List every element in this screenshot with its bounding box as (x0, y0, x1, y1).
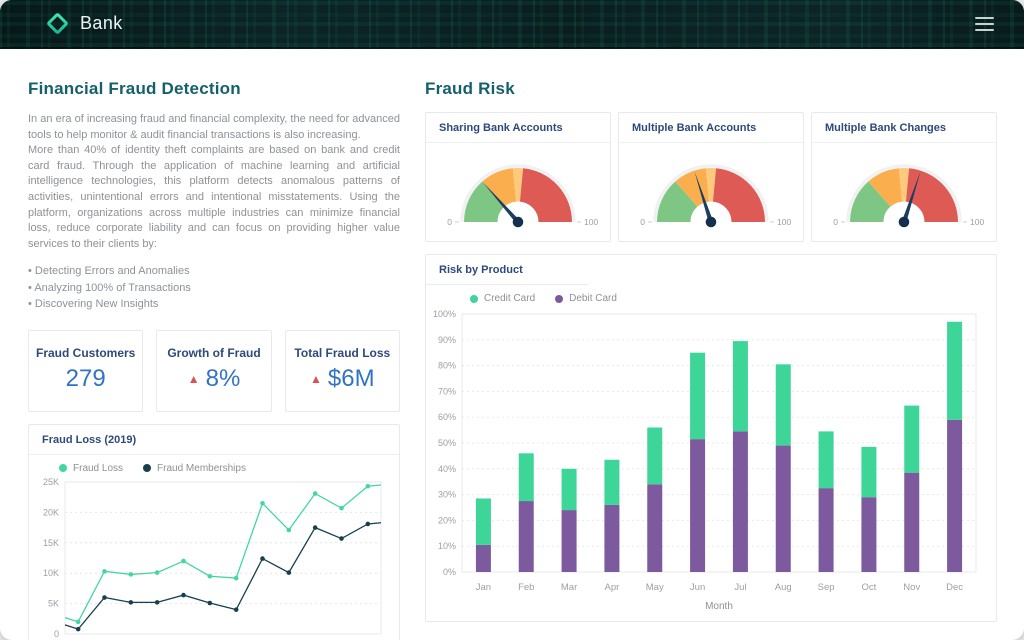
stat-cards-row: Fraud Customers 279 Growth of Fraud ▲ 8%… (28, 329, 400, 412)
svg-text:25K: 25K (43, 477, 59, 487)
legend-item-fraud-memberships[interactable]: Fraud Memberships (143, 463, 246, 474)
svg-text:Sep: Sep (818, 582, 835, 593)
svg-text:Feb: Feb (518, 582, 534, 593)
svg-text:Jul: Jul (734, 582, 746, 593)
svg-text:40%: 40% (438, 464, 456, 474)
gauge-card-multiple-bank-changes: Multiple Bank Changes 0 100 (811, 112, 997, 242)
svg-text:100: 100 (970, 217, 984, 227)
svg-text:60%: 60% (438, 412, 456, 422)
svg-text:0: 0 (447, 217, 452, 227)
svg-text:Dec: Dec (946, 582, 963, 593)
page-title: Financial Fraud Detection (28, 79, 241, 98)
svg-text:20%: 20% (438, 515, 456, 525)
main-content: Financial Fraud Detection In an era of i… (0, 49, 1024, 640)
svg-text:Mar: Mar (561, 582, 577, 593)
risk-by-product-bar-chart: 0% 10% 20% 30% 40% 50% 60% 70% 80% 90% 100% Jan Feb M… (433, 309, 977, 612)
bullet-item: Analyzing 100% of Transactions (28, 280, 400, 297)
svg-text:10%: 10% (438, 541, 456, 551)
legend-item-fraud-loss[interactable]: Fraud Loss (59, 463, 123, 474)
brand-name: Bank (80, 13, 123, 33)
line-chart-legend: Fraud Loss Fraud Memberships (29, 455, 399, 474)
legend-item-debit-card[interactable]: Debit Card (555, 293, 617, 304)
intro-paragraph-2: More than 40% of identity theft complain… (28, 144, 400, 250)
fraud-risk-title: Fraud Risk (425, 79, 515, 98)
svg-text:Nov: Nov (903, 582, 920, 593)
svg-text:May: May (646, 582, 664, 593)
legend-dot (59, 464, 67, 473)
stat-value: ▲ 8% (187, 364, 241, 392)
card-title: Multiple Bank Accounts (619, 113, 803, 143)
hamburger-menu-icon[interactable] (973, 9, 996, 39)
svg-text:10K: 10K (43, 568, 59, 578)
svg-text:20K: 20K (43, 507, 59, 517)
svg-text:100%: 100% (433, 309, 456, 319)
legend-dot (470, 294, 478, 303)
gauge-cards-row: Sharing Bank Accounts 0 100 Multiple Bank… (425, 112, 997, 242)
svg-text:Oct: Oct (862, 582, 877, 593)
svg-text:0: 0 (54, 629, 59, 639)
bullet-list: Detecting Errors and Anomalies Analyzing… (28, 263, 400, 313)
fraud-loss-chart-card: Fraud Loss (2019) Fraud Loss Fraud Membe… (28, 423, 400, 640)
card-title: Sharing Bank Accounts (426, 113, 610, 143)
card-title: Multiple Bank Changes (812, 113, 996, 143)
bar-chart-legend: Credit Card Debit Card (426, 285, 996, 304)
brand[interactable]: Bank (46, 12, 123, 35)
card-title: Risk by Product (439, 264, 523, 276)
svg-text:70%: 70% (438, 386, 456, 396)
intro-text: In an era of increasing fraud and financ… (28, 112, 400, 252)
gauge-chart-1: 0 100 (640, 164, 791, 228)
legend-dot (555, 294, 564, 303)
svg-text:30%: 30% (438, 490, 456, 500)
svg-text:5K: 5K (48, 599, 59, 609)
stat-card-growth-of-fraud: Growth of Fraud ▲ 8% (156, 329, 272, 412)
stat-value: ▲ $6M (310, 364, 375, 392)
bullet-item: Discovering New Insights (28, 296, 400, 313)
stat-label: Total Fraud Loss (294, 345, 391, 360)
gauge-chart-0: 0 100 (447, 164, 598, 228)
left-panel: Financial Fraud Detection In an era of i… (28, 79, 400, 640)
svg-text:Aug: Aug (775, 582, 792, 593)
stat-label: Growth of Fraud (167, 345, 261, 360)
legend-dot (143, 464, 152, 473)
fraud-loss-line-chart: 05K10K15K20K25KJanFebMarAprMayJunJulAugS… (43, 477, 382, 639)
svg-text:90%: 90% (438, 335, 456, 345)
diamond-logo-icon (46, 12, 69, 35)
bullet-item: Detecting Errors and Anomalies (28, 263, 400, 280)
svg-text:0: 0 (640, 217, 645, 227)
up-triangle-icon: ▲ (187, 371, 200, 386)
stat-card-fraud-customers: Fraud Customers 279 (28, 329, 144, 412)
svg-text:80%: 80% (438, 361, 456, 371)
svg-text:Apr: Apr (605, 582, 620, 593)
svg-text:100: 100 (777, 217, 791, 227)
stat-label: Fraud Customers (35, 345, 136, 360)
intro-paragraph-1: In an era of increasing fraud and financ… (28, 113, 400, 141)
title-underline (426, 284, 589, 285)
gauge-chart-2: 0 100 (833, 164, 984, 228)
svg-text:Month: Month (705, 601, 733, 612)
svg-text:0: 0 (833, 217, 838, 227)
svg-text:Jun: Jun (690, 582, 705, 593)
svg-text:Jan: Jan (476, 582, 491, 593)
card-title: Fraud Loss (2019) (29, 425, 399, 455)
svg-text:100: 100 (584, 217, 598, 227)
svg-text:0%: 0% (443, 567, 456, 577)
right-panel: Fraud Risk Sharing Bank Accounts 0 100 Mu… (425, 79, 997, 640)
top-navbar: Bank (0, 0, 1024, 49)
up-triangle-icon: ▲ (310, 371, 322, 386)
risk-by-product-card: Risk by Product Credit Card Debit Card 0… (425, 254, 997, 622)
stat-card-total-fraud-loss: Total Fraud Loss ▲ $6M (284, 329, 400, 412)
gauge-card-multiple-bank-accounts: Multiple Bank Accounts 0 100 (618, 112, 804, 242)
svg-text:15K: 15K (43, 538, 59, 548)
svg-text:50%: 50% (438, 438, 456, 448)
stat-value: 279 (65, 364, 106, 392)
gauge-card-sharing-bank-accounts: Sharing Bank Accounts 0 100 (425, 112, 611, 242)
legend-item-credit-card[interactable]: Credit Card (470, 293, 535, 304)
